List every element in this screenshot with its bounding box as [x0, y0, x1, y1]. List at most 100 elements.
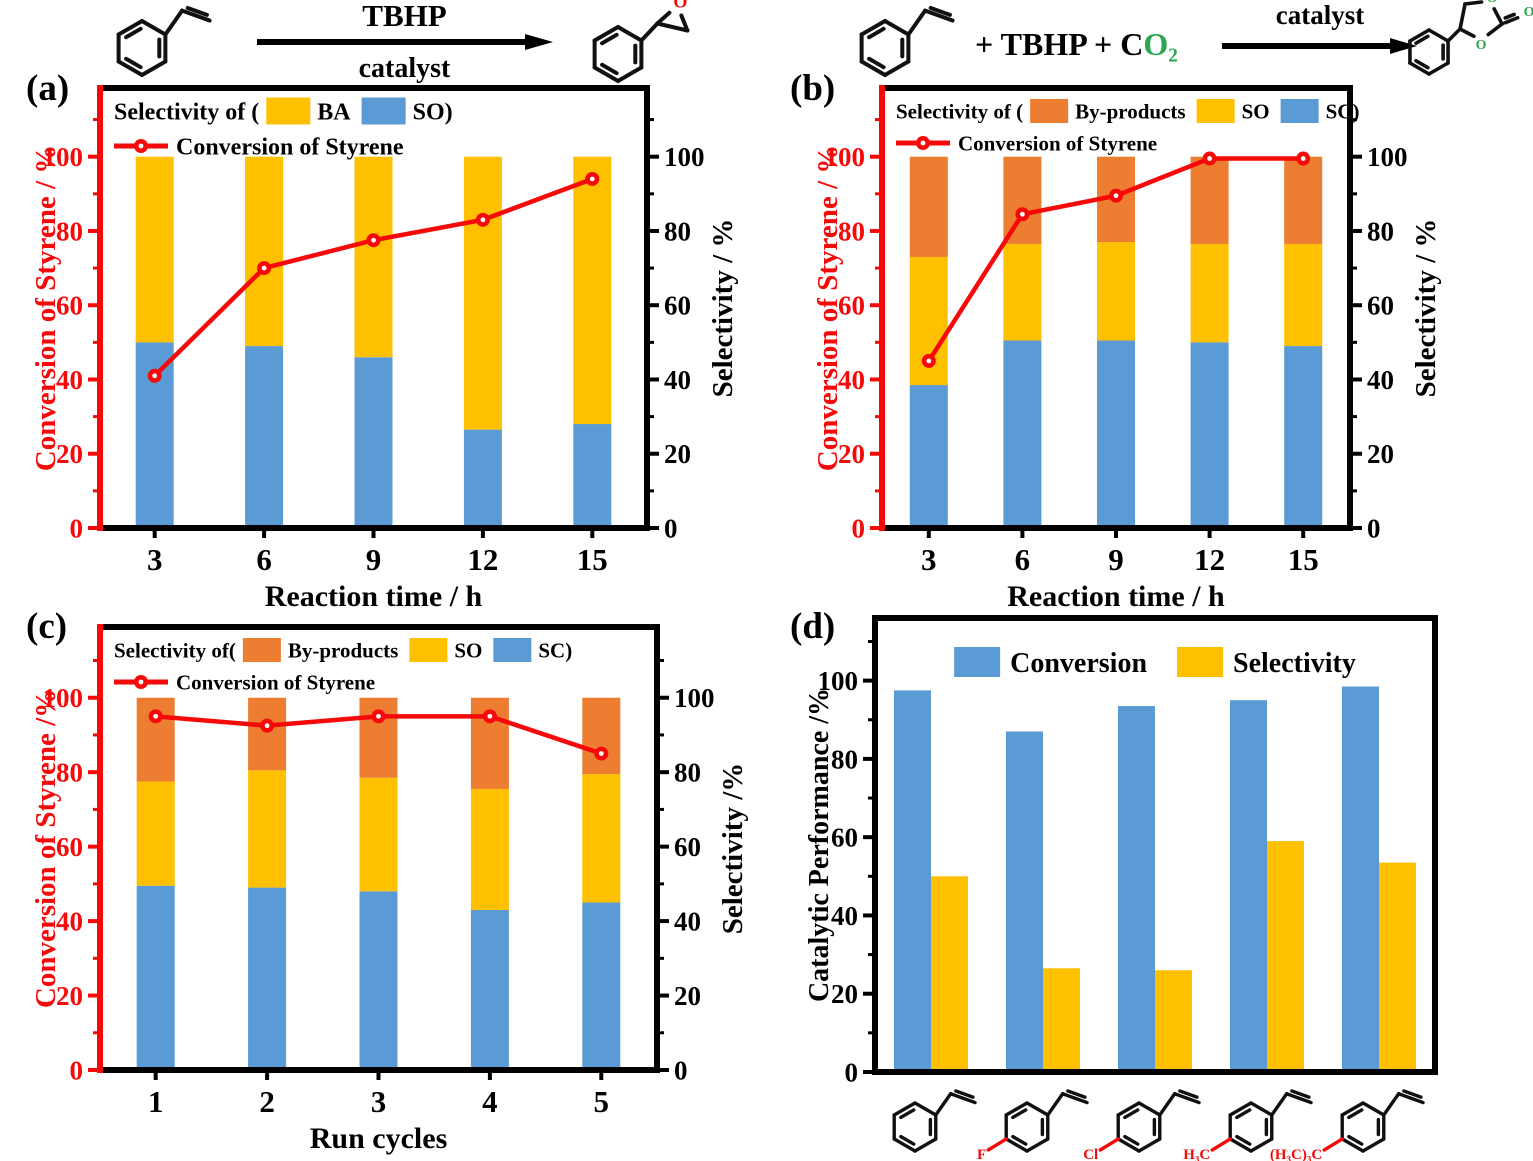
- bond: [1158, 1092, 1177, 1117]
- tick-label: 40: [56, 365, 83, 395]
- bond: [1414, 34, 1430, 46]
- legend-swatch-By-products: [1030, 99, 1069, 123]
- bar-segment-SO: [470, 788, 509, 910]
- catalyst-label: catalyst: [1275, 0, 1365, 30]
- reaction-arrow-block: TBHP catalyst: [252, 0, 557, 85]
- tick-label: 20: [56, 981, 83, 1011]
- bar-segment-SC: [1003, 340, 1042, 528]
- bar-segment-SC: [1190, 342, 1229, 528]
- chart-b-carbonation-time: 0 20 40 60 80 100 0 20 40 60 80 100 3 6 9 12 15 Reaction …: [812, 85, 1442, 613]
- x-tick-label: 3: [147, 542, 163, 577]
- tick-label: 60: [831, 823, 858, 853]
- bond: [1408, 28, 1431, 43]
- bars-layer: [909, 156, 1323, 528]
- legend-label: SO): [413, 99, 453, 125]
- x-tick-label: 15: [577, 542, 608, 577]
- data-point-center: [371, 237, 376, 243]
- legend-swatch-SO: [361, 97, 406, 125]
- panel-letter-b: (b): [790, 68, 836, 109]
- legend-label: SC): [1326, 99, 1360, 123]
- catalyst-label: catalyst: [358, 53, 451, 84]
- right-axis-title: Selectivity /%: [717, 763, 749, 935]
- bar-segment-BA: [463, 156, 502, 430]
- tick-label: 0: [70, 1055, 84, 1085]
- data-point-center: [598, 751, 604, 756]
- right-axis-title: Selectivity / %: [707, 219, 739, 398]
- bond: [1347, 1134, 1364, 1146]
- tick-label: 20: [674, 981, 701, 1011]
- tick-label: 40: [838, 365, 865, 395]
- bond: [867, 56, 886, 70]
- substituent-label: H₃C: [1183, 1147, 1210, 1161]
- data-point-center: [480, 217, 486, 223]
- tick-label: 80: [664, 216, 691, 246]
- x-tick-label: 6: [1015, 542, 1031, 577]
- tick-label: 80: [1367, 216, 1394, 246]
- tick-label: 0: [664, 513, 678, 543]
- tick-label: 60: [1367, 291, 1394, 321]
- left-axis-title: Conversion of Styrene /%: [30, 689, 62, 1008]
- bond: [1427, 28, 1450, 43]
- bar-segment-SC: [248, 887, 287, 1070]
- x-axis-title: Reaction time / h: [265, 580, 483, 613]
- oxygen-label: O: [673, 0, 687, 12]
- tick-label: 100: [43, 683, 84, 713]
- legend-swatch-BA: [266, 97, 311, 125]
- tick-label: 0: [845, 1057, 859, 1087]
- data-point-center: [1207, 156, 1212, 161]
- bond: [1025, 1101, 1050, 1117]
- legend-swatch-SC: [1280, 99, 1319, 123]
- bond: [954, 1089, 975, 1099]
- x-tick-label: 3: [921, 542, 937, 577]
- bar-Selectivity: [1267, 841, 1304, 1072]
- bond: [1116, 1101, 1141, 1117]
- x-tick-label: 9: [366, 542, 382, 577]
- legend-line-marker-center: [920, 140, 926, 146]
- bar-Selectivity: [1155, 970, 1192, 1072]
- data-point-center: [261, 265, 267, 271]
- tick-label: 100: [825, 142, 866, 172]
- tick-label: 60: [664, 291, 691, 321]
- legend-line-label: Conversion of Styrene: [958, 131, 1157, 155]
- bond: [928, 5, 952, 17]
- legend-prefix: Selectivity of (: [114, 99, 259, 125]
- tick-label: 0: [674, 1055, 688, 1085]
- reaction-arrow-icon: [1222, 38, 1417, 54]
- bar-segment-By-products: [582, 697, 621, 775]
- reagents-prefix: + TBHP +: [975, 26, 1121, 62]
- x-axis-title: Reaction time / h: [1007, 580, 1225, 613]
- bar-segment-BA: [573, 156, 612, 425]
- bond: [1402, 1089, 1423, 1099]
- bond: [883, 59, 911, 77]
- tick-label: 20: [664, 439, 691, 469]
- bar-segment-SC: [470, 909, 509, 1070]
- tick-label: 20: [831, 979, 858, 1009]
- oxygen-label: O: [1476, 38, 1487, 53]
- bond: [616, 65, 644, 83]
- plot-frame: [875, 615, 1438, 1075]
- tick-label: 60: [838, 291, 865, 321]
- bar-segment-By-products: [248, 697, 287, 771]
- bond: [1025, 1137, 1050, 1153]
- bond: [1235, 1108, 1252, 1120]
- legend-swatch-SO: [409, 638, 448, 662]
- tick-label: 20: [1367, 439, 1394, 469]
- x-tick-label: 5: [594, 1084, 610, 1119]
- bond: [616, 25, 644, 43]
- reaction-arrow-icon: [256, 34, 553, 50]
- bond: [906, 8, 928, 37]
- panel-letter-d: (d): [790, 606, 836, 647]
- bar-segment-BA: [245, 156, 284, 347]
- bond: [1123, 1134, 1140, 1146]
- data-point-center: [1020, 211, 1025, 217]
- bond: [1270, 1092, 1289, 1117]
- legend-label: By-products: [288, 638, 398, 662]
- reagents-text: + TBHP + CO₂: [975, 28, 1178, 60]
- legend-prefix: Selectivity of (: [896, 99, 1023, 123]
- tick-label: 0: [852, 513, 866, 543]
- data-point-center: [153, 713, 159, 719]
- x-tick-label: 3: [371, 1084, 387, 1119]
- bond: [1492, 7, 1504, 26]
- left-axis-title: Catalytic Performance /%: [804, 688, 835, 1002]
